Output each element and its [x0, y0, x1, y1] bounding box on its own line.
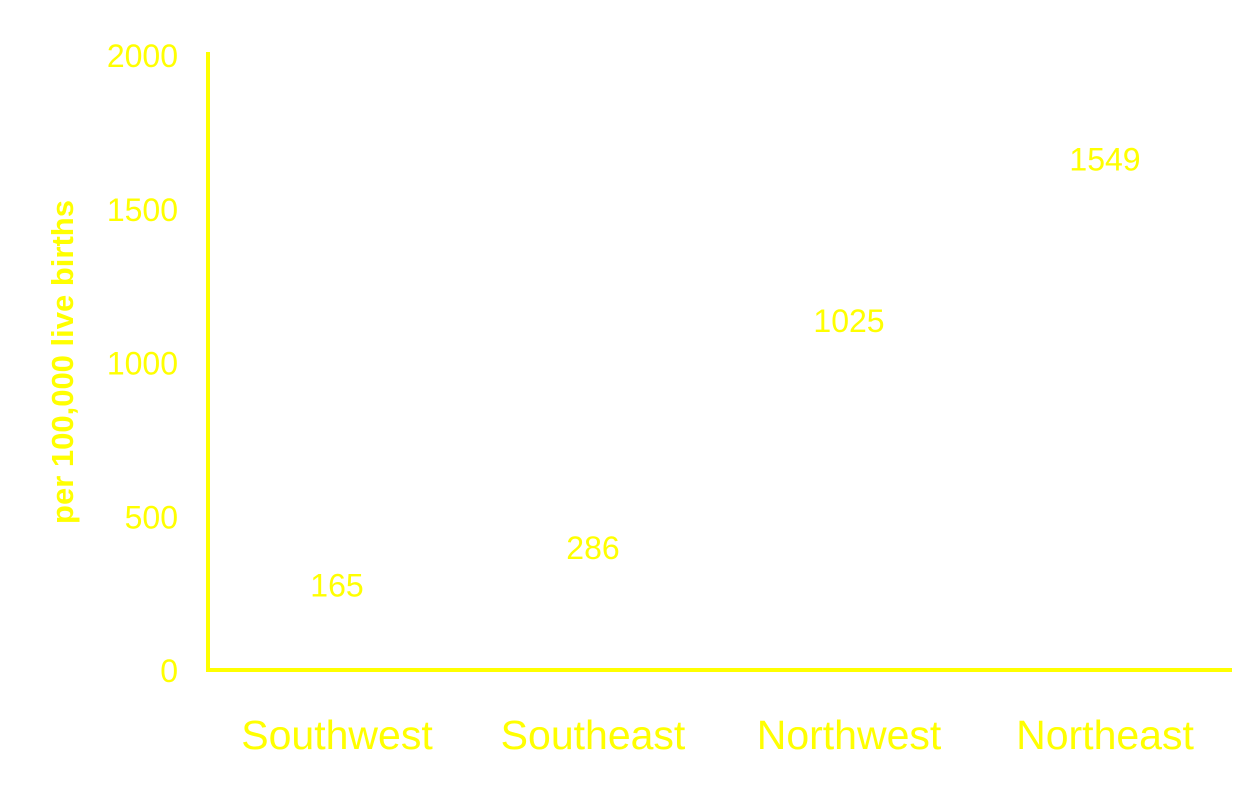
y-tick-label: 2000	[107, 38, 178, 74]
data-label: 165	[310, 567, 363, 603]
x-tick-label: Southeast	[501, 712, 686, 758]
x-tick-label: Southwest	[241, 712, 433, 758]
data-label: 286	[566, 530, 619, 566]
data-label: 1025	[813, 303, 884, 339]
y-axis-label: per 100,000 live births	[45, 200, 80, 524]
bar-northeast	[1028, 193, 1182, 670]
x-tick-labels: Southwest Southeast Northwest Northeast	[241, 712, 1194, 758]
y-tick-label: 1000	[107, 346, 178, 382]
x-tick-label: Northeast	[1016, 712, 1194, 758]
data-labels: 165 286 1025 1549	[310, 142, 1140, 604]
y-tick-label: 500	[125, 499, 178, 535]
bar-southeast	[516, 582, 670, 670]
axes-group	[206, 52, 1232, 672]
x-tick-label: Northwest	[757, 712, 942, 758]
y-tick-label: 1500	[107, 192, 178, 228]
bar-southwest	[260, 619, 414, 670]
y-tick-labels: 0 500 1000 1500 2000	[107, 38, 178, 689]
bars-group	[260, 193, 1182, 670]
y-tick-label: 0	[160, 653, 178, 689]
bar-northwest	[772, 354, 926, 670]
data-label: 1549	[1069, 142, 1140, 178]
